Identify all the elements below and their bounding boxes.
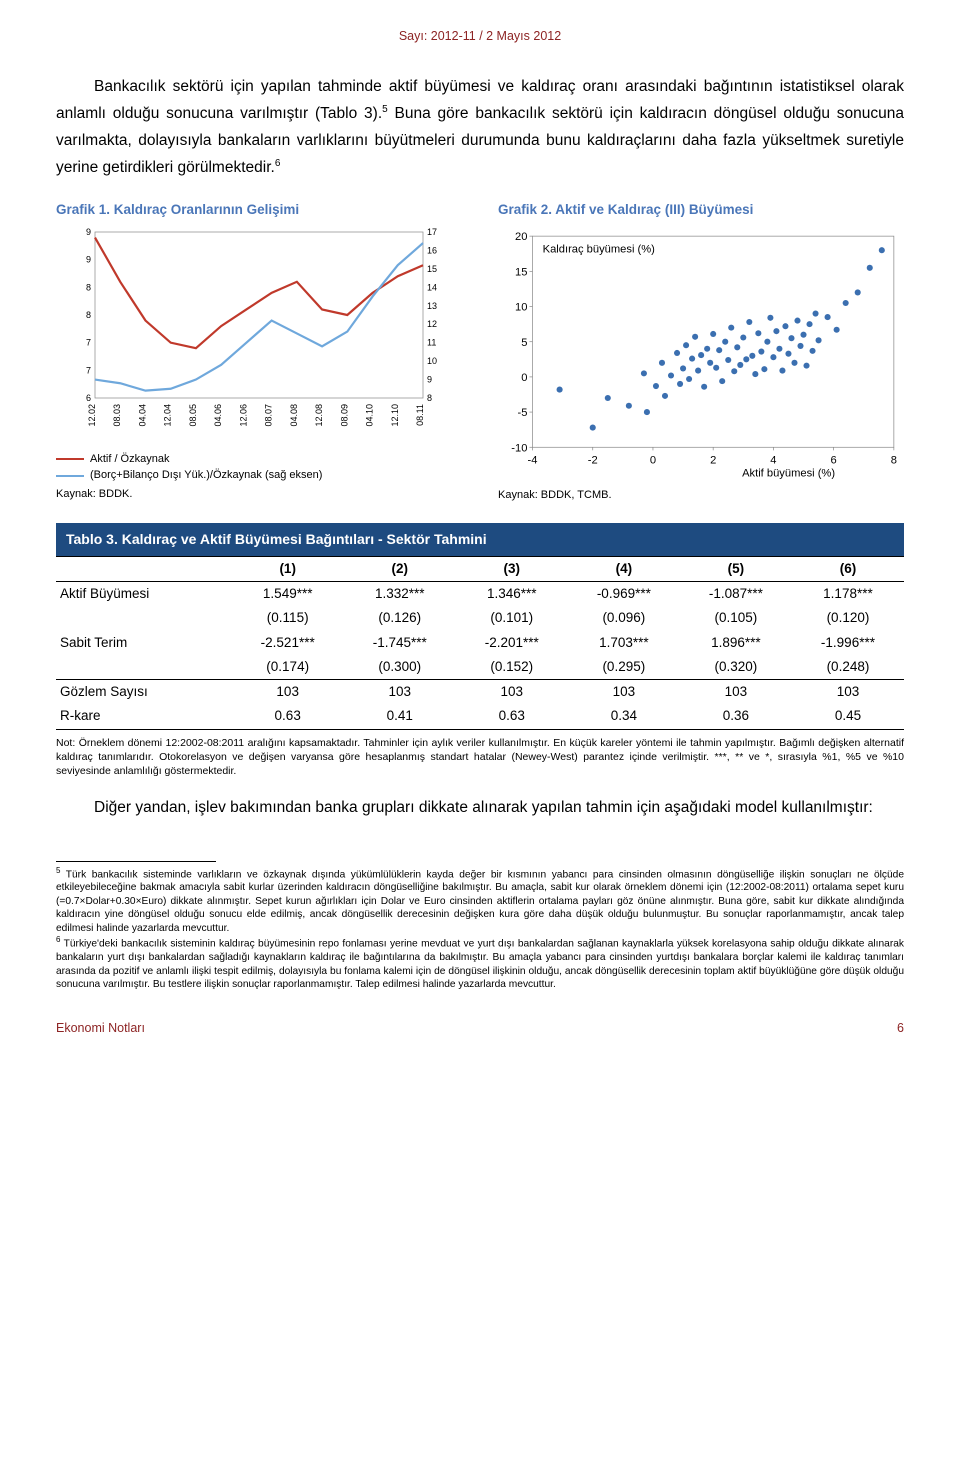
svg-text:9: 9	[427, 374, 432, 384]
svg-text:-5: -5	[518, 407, 528, 419]
svg-text:10: 10	[515, 301, 527, 313]
table-3-wrap: Tablo 3. Kaldıraç ve Aktif Büyümesi Bağı…	[56, 523, 904, 778]
chart-1: 6 7 7 8 8 9 9 8 9 10 11 12 13 14 15 16 17 12.02 08.03 04.04…	[56, 226, 462, 446]
page-footer: Ekonomi Notları 6	[56, 1020, 904, 1037]
fn6-text: Türkiye'deki bankacılık sisteminin kaldı…	[56, 939, 904, 990]
legend-swatch-2	[56, 475, 84, 477]
chart-1-box: Grafik 1. Kaldıraç Oranlarının Gelişimi …	[56, 201, 462, 513]
svg-text:12.10: 12.10	[390, 404, 400, 427]
footer-left: Ekonomi Notları	[56, 1020, 145, 1037]
issue-line: Sayı: 2012-11 / 2 Mayıs 2012	[56, 28, 904, 45]
paragraph-2: Diğer yandan, işlev bakımından banka gru…	[56, 794, 904, 821]
svg-text:16: 16	[427, 245, 437, 255]
chart-1-title: Grafik 1. Kaldıraç Oranlarının Gelişimi	[56, 201, 462, 219]
svg-text:-2: -2	[588, 454, 598, 466]
chart-1-legend: Aktif / Özkaynak (Borç+Bilanço Dışı Yük.…	[56, 452, 462, 484]
chart-2-box: Grafik 2. Aktif ve Kaldıraç (III) Büyüme…	[498, 201, 904, 513]
svg-text:08.07: 08.07	[264, 404, 274, 427]
svg-text:2: 2	[710, 454, 716, 466]
footer-right: 6	[897, 1020, 904, 1037]
fn5-text: Türk bankacılık sisteminde varlıkların v…	[56, 869, 904, 934]
svg-text:8: 8	[427, 393, 432, 403]
paragraph-1: Bankacılık sektörü için yapılan tahminde…	[56, 73, 904, 182]
footnote-ref-6: 6	[275, 158, 281, 169]
svg-text:20: 20	[515, 231, 527, 243]
svg-text:08.05: 08.05	[188, 404, 198, 427]
svg-text:04.04: 04.04	[137, 404, 147, 427]
legend-swatch-1	[56, 458, 84, 460]
svg-text:12.04: 12.04	[163, 404, 173, 427]
svg-text:7: 7	[86, 365, 91, 375]
svg-text:6: 6	[831, 454, 837, 466]
table-3: (1)(2)(3)(4)(5)(6)Aktif Büyümesi1.549***…	[56, 556, 904, 730]
footnotes-block: 5 Türk bankacılık sisteminde varlıkların…	[56, 866, 904, 992]
footnotes-separator	[56, 861, 216, 862]
svg-text:14: 14	[427, 282, 437, 292]
fn5-marker: 5	[56, 866, 60, 875]
svg-text:Kaldıraç büyümesi (%): Kaldıraç büyümesi (%)	[543, 243, 656, 255]
svg-text:-4: -4	[528, 454, 538, 466]
svg-text:-10: -10	[511, 442, 527, 454]
legend-label-2: (Borç+Bilanço Dışı Yük.)/Özkaynak (sağ e…	[90, 468, 322, 483]
svg-text:0: 0	[650, 454, 656, 466]
svg-text:9: 9	[86, 254, 91, 264]
svg-text:0: 0	[521, 372, 527, 384]
svg-text:13: 13	[427, 300, 437, 310]
chart-1-source: Kaynak: BDDK.	[56, 487, 462, 502]
svg-text:8: 8	[86, 282, 91, 292]
svg-text:08.09: 08.09	[339, 404, 349, 427]
chart-2-source: Kaynak: BDDK, TCMB.	[498, 488, 904, 503]
table-3-note: Not: Örneklem dönemi 12:2002-08:2011 ara…	[56, 736, 904, 779]
svg-text:8: 8	[891, 454, 897, 466]
chart-1-svg: 6 7 7 8 8 9 9 8 9 10 11 12 13 14 15 16 17 12.02 08.03 04.04…	[56, 226, 462, 446]
svg-text:6: 6	[86, 393, 91, 403]
svg-text:04.10: 04.10	[365, 404, 375, 427]
svg-text:17: 17	[427, 227, 437, 237]
svg-text:11: 11	[427, 337, 436, 347]
p2-text: Diğer yandan, işlev bakımından banka gru…	[94, 799, 873, 816]
svg-text:4: 4	[770, 454, 776, 466]
svg-text:15: 15	[427, 263, 437, 273]
svg-text:12: 12	[427, 319, 437, 329]
svg-text:10: 10	[427, 356, 437, 366]
chart-2-svg: -10 -5 0 5 10 15 20 -4 -2 0 2 4 6 8 Kaldıraç büyümesi …	[498, 226, 904, 480]
svg-text:08.11: 08.11	[415, 404, 425, 426]
svg-text:15: 15	[515, 266, 527, 278]
svg-text:Aktif büyümesi (%): Aktif büyümesi (%)	[742, 467, 835, 479]
svg-text:9: 9	[86, 227, 91, 237]
table-3-titlebar: Tablo 3. Kaldıraç ve Aktif Büyümesi Bağı…	[56, 523, 904, 556]
chart-2-title: Grafik 2. Aktif ve Kaldıraç (III) Büyüme…	[498, 201, 904, 219]
svg-text:5: 5	[521, 336, 527, 348]
svg-text:12.02: 12.02	[87, 404, 97, 427]
legend-label-1: Aktif / Özkaynak	[90, 452, 169, 467]
svg-text:04.08: 04.08	[289, 404, 299, 427]
svg-text:7: 7	[86, 337, 91, 347]
svg-text:04.06: 04.06	[213, 404, 223, 427]
svg-text:8: 8	[86, 310, 91, 320]
footnote-6: 6 Türkiye'deki bankacılık sisteminin kal…	[56, 935, 904, 991]
svg-text:08.03: 08.03	[112, 404, 122, 427]
svg-text:12.06: 12.06	[238, 404, 248, 427]
fn6-marker: 6	[56, 935, 60, 944]
svg-text:12.08: 12.08	[314, 404, 324, 427]
footnote-5: 5 Türk bankacılık sisteminde varlıkların…	[56, 866, 904, 936]
